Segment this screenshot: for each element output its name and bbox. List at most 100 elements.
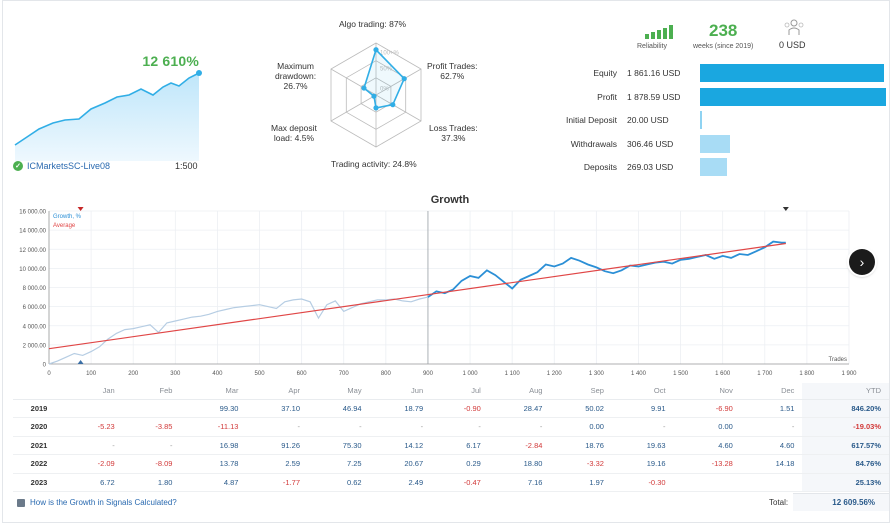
y-tick-label: 14 000.00 — [19, 229, 46, 235]
financial-bar — [700, 64, 884, 82]
monthly-growth-table: Jan Feb Mar Apr May Jun Jul Aug Sep Oct Nov Dec YTD … — [13, 383, 889, 492]
month-value-cell: -6.90 — [673, 399, 741, 418]
financial-bar — [700, 158, 727, 176]
month-value-cell: -3.32 — [550, 454, 612, 474]
month-value-cell: 0.00 — [550, 417, 612, 437]
month-value-cell: 2.59 — [246, 454, 309, 474]
broker-server[interactable]: ✓ ICMarketsSC-Live08 — [13, 161, 110, 171]
month-value-cell: 99.30 — [180, 399, 247, 418]
y-tick-label: 16 000.00 — [19, 210, 46, 216]
total-label: Total: — [769, 498, 789, 507]
month-header: YTD — [802, 383, 889, 400]
y-tick-label: 8 000.00 — [23, 286, 47, 292]
month-header: Dec — [740, 383, 803, 400]
x-tick-label: 1 200 — [547, 371, 563, 377]
month-value-cell: - — [308, 417, 370, 437]
month-header: Nov — [673, 383, 741, 400]
month-header: Feb — [122, 383, 181, 400]
month-value-cell: 2.49 — [369, 473, 432, 492]
reliability-bars-icon — [645, 25, 673, 39]
radar-label-max-drawdown: Maximum drawdown: 26.7% — [275, 61, 317, 91]
table-row: 2019 99.30 37.10 46.94 18.79 -0.90 28.47 50.02 9… — [13, 399, 889, 418]
month-value-cell: 0.29 — [431, 454, 489, 474]
chart-top-marker — [77, 207, 84, 211]
signal-stats: Reliability 238 weeks (since 2019) 0 USD — [623, 19, 883, 59]
month-value-cell: 19.16 — [611, 454, 674, 474]
weeks-label: weeks (since 2019) — [693, 43, 754, 50]
radar-label-trading-activity: Trading activity: 24.8% — [331, 159, 417, 169]
month-value-cell: -11.13 — [180, 417, 247, 437]
month-value-cell: 16.98 — [180, 436, 247, 455]
radar-value-dot — [390, 102, 396, 108]
ytd-cell: -19.03% — [802, 417, 889, 437]
x-tick-label: 1 900 — [841, 371, 857, 377]
month-value-cell: 18.79 — [369, 399, 432, 418]
financial-bar — [700, 134, 730, 153]
month-value-cell: 46.94 — [308, 399, 370, 418]
month-value-cell: - — [488, 417, 551, 437]
month-header: Oct — [611, 383, 674, 400]
subscribers-icon — [784, 19, 804, 35]
financial-row-profit: Profit 1 878.59 USD — [523, 87, 889, 107]
x-tick-label: 400 — [212, 371, 223, 377]
month-value-cell: -8.09 — [122, 454, 181, 474]
mini-growth-chart: 12 610% — [13, 53, 203, 163]
month-value-cell: -0.30 — [611, 473, 674, 492]
leverage: 1:500 — [175, 161, 198, 171]
month-value-cell: -2.09 — [65, 454, 123, 474]
month-value-cell: - — [65, 436, 123, 455]
radar-value-shape — [363, 48, 406, 109]
radar-axis — [330, 94, 377, 122]
chart-bottom-marker — [77, 360, 84, 364]
growth-chart: 0 2 000.00 4 000.00 6 000.00 8 000.00 10 000.… — [3, 201, 894, 381]
mini-growth-line — [14, 72, 200, 146]
radar-chart: 100+% 50% 0% Algo trading: 87% Profit Trad… — [259, 15, 515, 175]
month-value-cell: 50.02 — [550, 399, 612, 418]
month-value-cell: 19.63 — [611, 436, 674, 455]
x-tick-label: 100 — [86, 371, 97, 377]
radar-axis — [330, 68, 377, 96]
ytd-cell: 25.13% — [802, 473, 889, 492]
month-header: Apr — [246, 383, 309, 400]
x-tick-label: 1 000 — [463, 371, 479, 377]
month-value-cell — [740, 473, 803, 492]
table-row: 2021- -16.98 91.26 75.30 14.12 6.17 -2.84 18.76… — [13, 436, 889, 455]
table-row: 2020 -5.23 -3.85 -11.13- - - - -0.00-0.00- -19.0… — [13, 417, 889, 437]
growth-calculation-link[interactable]: How is the Growth in Signals Calculated? — [17, 498, 177, 507]
financial-label: Profit — [597, 91, 617, 102]
financial-value: 1 878.59 USD — [627, 91, 681, 102]
y-tick-label: 6 000.00 — [23, 305, 47, 311]
month-value-cell: -2.84 — [488, 436, 551, 455]
month-value-cell: -3.85 — [122, 417, 181, 437]
month-header: Jan — [65, 383, 123, 400]
table-row: 2023 6.72 1.80 4.87 -1.77 0.62 2.49 -0.47 7.16 1.… — [13, 473, 889, 492]
reliability-label: Reliability — [637, 43, 667, 50]
radar-label-loss-trades: Loss Trades: 37.3% — [429, 123, 478, 143]
month-value-cell: 75.30 — [308, 436, 370, 455]
month-value-cell: -5.23 — [65, 417, 123, 437]
radar-ring-label: 0% — [380, 87, 389, 93]
month-value-cell: - — [122, 436, 181, 455]
radar-ring-label: 100+% — [380, 50, 400, 56]
radar-value-dot — [401, 76, 407, 82]
month-value-cell: - — [611, 417, 674, 437]
y-tick-label: 10 000.00 — [19, 267, 46, 273]
month-value-cell: 4.60 — [673, 436, 741, 455]
next-chart-button[interactable]: › — [849, 249, 875, 275]
x-tick-label: 1 600 — [715, 371, 731, 377]
month-value-cell — [122, 399, 181, 418]
month-value-cell: 0.62 — [308, 473, 370, 492]
radar-ring-label: 50% — [380, 66, 393, 72]
month-value-cell: 18.76 — [550, 436, 612, 455]
month-value-cell: 28.47 — [488, 399, 551, 418]
month-value-cell: -1.77 — [246, 473, 309, 492]
financial-label: Initial Deposit — [565, 115, 617, 125]
month-value-cell: 91.26 — [246, 436, 309, 455]
x-tick-label: 600 — [297, 371, 308, 377]
total-box — [793, 493, 889, 511]
year-cell: 2020 — [13, 417, 65, 437]
month-value-cell: 6.17 — [431, 436, 489, 455]
financial-row-deposits: Deposits 269.03 USD — [523, 157, 889, 177]
month-value-cell: 7.16 — [488, 473, 551, 492]
